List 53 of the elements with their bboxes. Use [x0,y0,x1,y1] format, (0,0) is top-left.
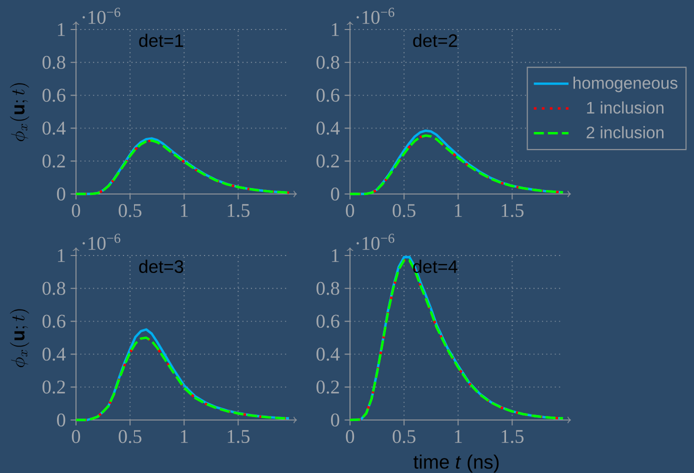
text: ·10$^{−6}$ [82,234,120,250]
x-tick-label: 1.5 [502,430,524,444]
y-tick-label: 0 [57,413,66,427]
x-tick-label: 1.5 [502,204,524,218]
x-tick-label: 0 [72,204,80,218]
y-tick-label: 0.8 [42,56,66,69]
x-tick-label: 0.5 [118,204,142,218]
y-tick-label: 1 [58,249,65,262]
y-tick-label: 0.2 [42,154,65,168]
y-tick-label: 0.8 [316,56,340,69]
y-tick-label: 0.6 [316,314,340,328]
text: ·10$^{−6}$ [82,8,120,24]
x-axis-title: time t (ns) [413,454,499,473]
y-tick-label: 0.4 [42,122,66,135]
y-tick-label: 0.4 [42,348,66,361]
legend-label: homogeneous [574,76,678,92]
text: ·10$^{−6}$ [356,8,394,24]
x-tick-label: 0.5 [392,430,416,444]
y-tick-label: 0.6 [316,88,340,102]
y-axis-title: $\phi_x(\mathbf{u};t)$ [10,83,30,142]
y-tick-label: 0.2 [316,380,339,394]
x-tick-label: 1.5 [228,204,250,218]
chart-title: det=2 [413,34,458,48]
chart-title: det=3 [139,260,184,274]
y-tick-label: 0.2 [42,380,65,394]
y-tick-label: 0.4 [316,122,340,135]
y-tick-label: 1 [332,23,339,36]
y-tick-label: 0.4 [316,348,340,361]
x-tick-label: 0 [72,430,80,444]
legend-label: 2 inclusion [586,126,664,138]
y-tick-label: 0.2 [316,154,339,168]
y-tick-label: 0 [331,187,340,201]
text: ·10$^{−6}$ [356,234,394,250]
y-tick-label: 0.6 [42,88,66,102]
x-tick-label: 0 [346,204,354,218]
y-tick-label: 0.6 [42,314,66,328]
y-tick-label: 0 [331,413,340,427]
y-axis-title: $\phi_x(\mathbf{u};t)$ [10,309,30,368]
x-tick-label: 1.5 [228,430,250,444]
y-tick-label: 0.8 [316,282,340,295]
x-tick-label: 1 [454,204,462,217]
x-tick-label: 0.5 [118,430,142,444]
y-tick-label: 1 [58,23,65,36]
y-tick-label: 1 [332,249,339,262]
x-tick-label: 1 [454,430,462,443]
y-tick-label: 0 [57,187,66,201]
y-tick-label: 0.8 [42,282,66,295]
x-tick-label: 1 [180,430,188,443]
legend-label: 1 inclusion [587,101,664,114]
chart-title: det=1 [139,34,184,48]
x-tick-label: 0 [346,430,354,444]
x-tick-label: 1 [180,204,188,217]
x-tick-label: 0.5 [392,204,416,218]
